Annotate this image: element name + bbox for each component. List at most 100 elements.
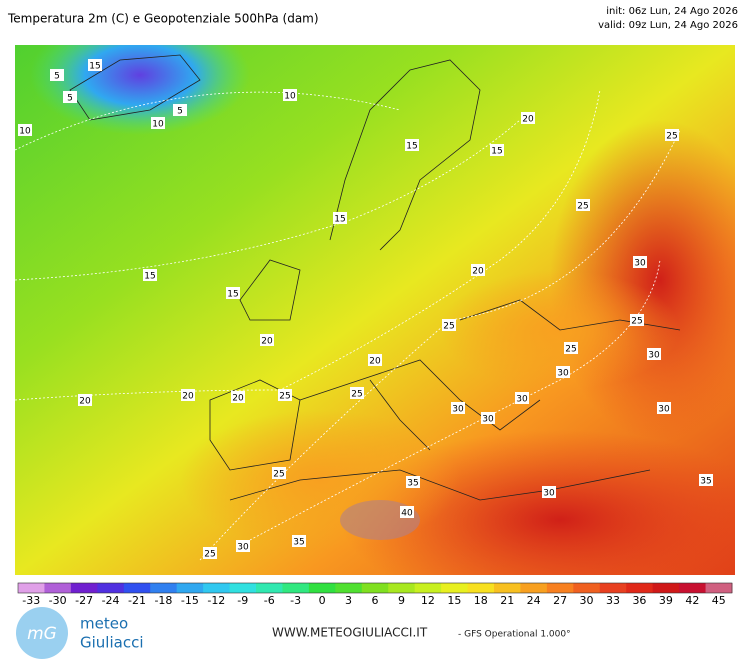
colorbar-swatch [203, 583, 231, 593]
colorbar-swatch [494, 583, 521, 593]
colorbar-tick-label: -12 [207, 594, 225, 607]
contour-label-box [405, 139, 419, 151]
colorbar-tick-label: 42 [685, 594, 699, 607]
contour-label-box [143, 269, 157, 281]
colorbar-tick-label: 30 [580, 594, 594, 607]
contour-label-box [368, 354, 382, 366]
colorbar-swatch [388, 583, 416, 593]
colorbar-tick-label: 3 [345, 594, 352, 607]
contour-label-box [406, 476, 420, 488]
colorbar-tick-label: -33 [22, 594, 40, 607]
colorbar-frame [17, 582, 733, 594]
contour-label: 20 [182, 392, 194, 402]
contour-label: 30 [516, 395, 528, 405]
colorbar-swatch [520, 583, 548, 593]
colorbar-tick-label: -9 [237, 594, 248, 607]
contour-label: 25 [565, 345, 576, 355]
contour-label-box [515, 392, 529, 404]
contour-label: 20 [232, 394, 244, 404]
contour-label-box [78, 394, 92, 406]
colorbar-tick-label: 36 [632, 594, 646, 607]
logo-mark: mG [27, 624, 57, 644]
contour-label-box [18, 124, 32, 136]
colorbar-swatch [44, 583, 72, 593]
colorbar-swatch [150, 583, 178, 593]
colorbar-swatch [441, 583, 469, 593]
contour-label: 15 [491, 147, 502, 157]
contour-label-box [400, 506, 414, 518]
contour-label-box [63, 91, 77, 103]
colorbar-swatch [70, 583, 98, 593]
contour-label-box [657, 402, 671, 414]
contour-label: 30 [543, 489, 555, 499]
colorbar-tick-label: -18 [154, 594, 172, 607]
contour-label: 5 [54, 72, 60, 82]
init-time: init: 06z Lun, 24 Ago 2026 [606, 6, 738, 17]
contour-label-box [226, 287, 240, 299]
contour-label: 25 [666, 132, 677, 142]
colorbar-tick-label: 21 [500, 594, 514, 607]
contour-label: 25 [443, 322, 454, 332]
colorbar-swatch [599, 583, 627, 593]
colorbar-swatch [256, 583, 283, 593]
contour-label-box [260, 334, 274, 346]
brand: Giuliacci [80, 634, 144, 652]
colorbar-tick-label: 24 [527, 594, 541, 607]
contour-label-box [576, 199, 590, 211]
contour-label: 30 [634, 259, 646, 269]
valid-time: valid: 09z Lun, 24 Ago 2026 [598, 20, 738, 31]
contour-label: 25 [351, 390, 362, 400]
colorbar-tick-label: 15 [447, 594, 461, 607]
contour-label: 25 [273, 470, 284, 480]
contour-label-box [451, 402, 465, 414]
colorbar-swatch [97, 583, 125, 593]
contour-label: 20 [261, 337, 273, 347]
colorbar-swatch [282, 583, 310, 593]
colorbar-swatch [229, 583, 257, 593]
colorbar-tick-label: -6 [264, 594, 275, 607]
contour-label: 15 [144, 272, 155, 282]
contour-label: 15 [89, 62, 100, 72]
colorbar-tick-label: 39 [659, 594, 673, 607]
brand: meteo [80, 615, 128, 633]
map: 15 5 5 5 10 10 10 15 15 20 25 25 15 15 15 20 30 25 25 20 25 3… [15, 45, 735, 575]
contour-label: 20 [369, 357, 381, 367]
colorbar-swatch [18, 583, 45, 593]
colorbar-swatch [679, 583, 707, 593]
colorbar-swatch [652, 583, 680, 593]
contour-label-box [151, 117, 165, 129]
colorbar-tick-label: 9 [398, 594, 405, 607]
colorbar-swatch [361, 583, 389, 593]
contour-label-box [471, 264, 485, 276]
contour-label-box [283, 89, 297, 101]
contour-label-box [665, 129, 679, 141]
colorbar-swatch [176, 583, 204, 593]
contour-label-box [490, 144, 504, 156]
colorbar-swatch [335, 583, 363, 593]
logo [16, 607, 68, 659]
title: Temperatura 2m (C) e Geopotenziale 500hP… [7, 12, 319, 26]
contour-label: 20 [79, 397, 91, 407]
contour-label-box [647, 348, 661, 360]
colorbar-tick-label: -3 [290, 594, 301, 607]
contour-label: 10 [152, 120, 164, 130]
contour-label-box [278, 389, 292, 401]
colorbar-tick-label: 12 [421, 594, 435, 607]
contour-label: 30 [658, 405, 670, 415]
contour-label-box [88, 59, 102, 71]
contour-label: 35 [293, 538, 304, 548]
contour-label: 5 [177, 107, 183, 117]
contour-label: 30 [237, 543, 249, 553]
contour-label-box [542, 486, 556, 498]
colorbar-swatch [414, 583, 442, 593]
contour-label: 10 [19, 127, 31, 137]
contour-label: 5 [67, 94, 73, 104]
contour-label: 30 [557, 369, 569, 379]
contour-label-box [633, 256, 647, 268]
colorbar-tick-label: 0 [319, 594, 326, 607]
colorbar-swatch [546, 583, 574, 593]
colorbar-tick-label: -15 [181, 594, 199, 607]
contour-label: 35 [700, 477, 711, 487]
contour-label: 15 [334, 215, 345, 225]
